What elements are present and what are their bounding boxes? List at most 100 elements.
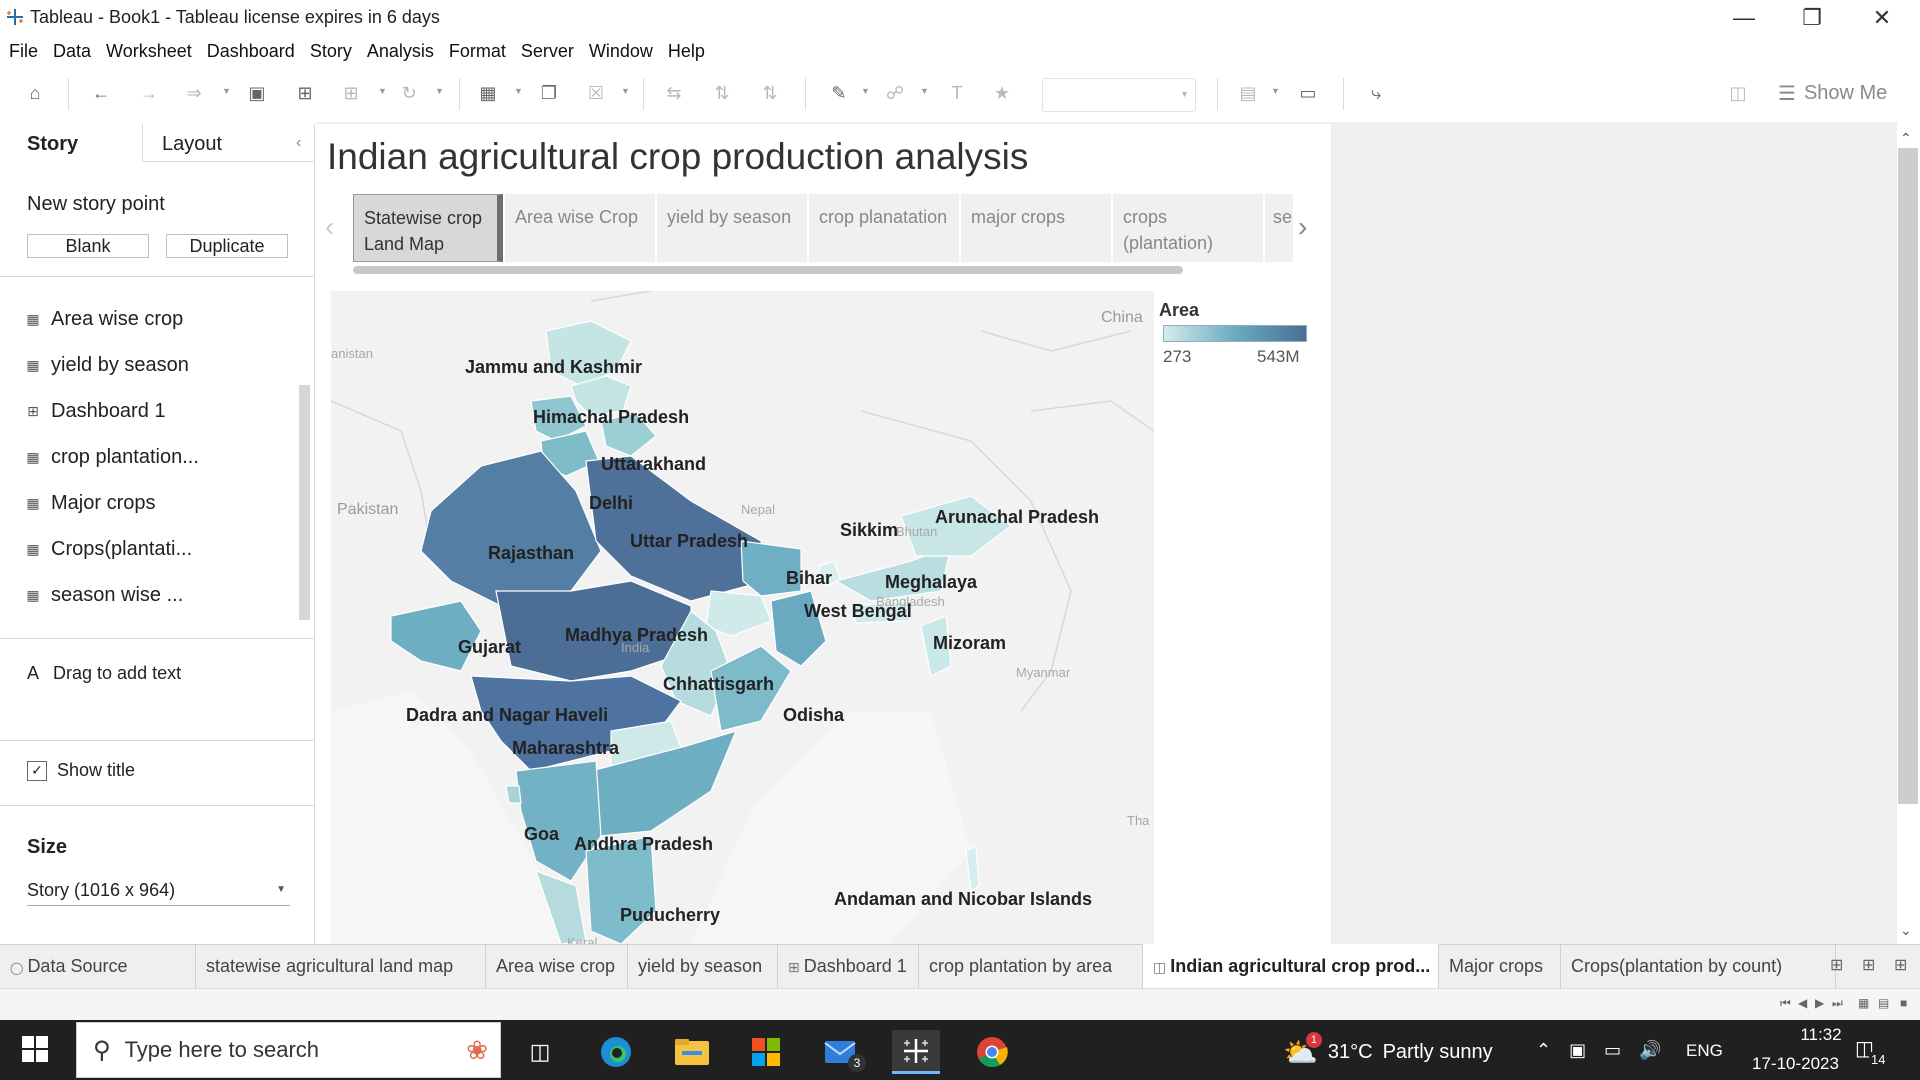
- india-choropleth-map[interactable]: China anistan Pakistan Nepal Bhutan Bang…: [331, 291, 1154, 944]
- story-size-select[interactable]: Story (1016 x 964) ▼: [27, 880, 290, 906]
- show-sheet-sorter-icon[interactable]: ▤: [1878, 996, 1890, 1010]
- drag-to-add-text[interactable]: A Drag to add text: [27, 663, 181, 684]
- refresh-icon[interactable]: ↻: [401, 82, 417, 103]
- format-painter-icon[interactable]: ◫: [1729, 82, 1747, 103]
- last-sheet-icon[interactable]: ⏭: [1832, 996, 1843, 1010]
- show-cards-caret-icon[interactable]: ▼: [1271, 86, 1280, 96]
- tab-indian-agricultural-story[interactable]: ◫ Indian agricultural crop prod...: [1143, 944, 1439, 988]
- sheet-item-major-crops[interactable]: ▦ Major crops: [25, 492, 155, 515]
- battery-icon[interactable]: ▭: [1604, 1040, 1622, 1060]
- sheet-item-yield-by-season[interactable]: ▦ yield by season: [25, 354, 189, 377]
- scroll-down-icon[interactable]: ⌄: [1900, 922, 1912, 938]
- mail-icon[interactable]: 3: [818, 1030, 866, 1074]
- tab-crops-plantation-by-count[interactable]: Crops(plantation by count): [1561, 944, 1836, 988]
- undo-icon[interactable]: ←: [92, 82, 110, 103]
- menu-worksheet[interactable]: Worksheet: [106, 40, 192, 61]
- chrome-browser-icon[interactable]: [968, 1030, 1016, 1074]
- tableau-taskbar-icon[interactable]: [892, 1030, 940, 1074]
- presentation-mode-icon[interactable]: ▭: [1299, 82, 1317, 103]
- story-point-crops-plantation[interactable]: crops (plantation): [1113, 194, 1263, 262]
- duplicate-button[interactable]: Duplicate: [166, 234, 288, 258]
- microsoft-store-icon[interactable]: [742, 1030, 790, 1074]
- menu-window[interactable]: Window: [588, 40, 653, 61]
- story-points-scrollbar[interactable]: [353, 266, 1183, 274]
- input-language[interactable]: ENG: [1686, 1041, 1723, 1060]
- tab-major-crops[interactable]: Major crops: [1439, 944, 1561, 988]
- menu-file[interactable]: File: [9, 40, 39, 61]
- replace-data-icon[interactable]: ⇒: [186, 82, 202, 103]
- clock-date[interactable]: 17-10-2023: [1752, 1054, 1839, 1073]
- show-title-checkbox[interactable]: ✓: [27, 760, 47, 781]
- show-title-checkbox-row[interactable]: ✓ Show title: [27, 760, 135, 781]
- menu-dashboard[interactable]: Dashboard: [206, 40, 295, 61]
- menu-data[interactable]: Data: [53, 40, 92, 61]
- new-worksheet-tab-icon[interactable]: ⊞: [1830, 957, 1844, 974]
- pause-updates-icon[interactable]: ⊞: [343, 82, 359, 103]
- redo-icon[interactable]: →: [140, 82, 158, 103]
- sheet-item-season-wise[interactable]: ▦ season wise ...: [25, 584, 183, 607]
- group-members-icon[interactable]: ☍: [885, 82, 905, 103]
- meet-now-icon[interactable]: ▣: [1569, 1040, 1587, 1060]
- fit-dropdown[interactable]: ▼: [1042, 78, 1196, 112]
- story-point-crop-planatation[interactable]: crop planatation: [809, 194, 959, 262]
- taskbar-search-box[interactable]: ⚲ Type here to search ❀: [76, 1022, 501, 1078]
- replace-data-caret-icon[interactable]: ▼: [222, 86, 231, 96]
- tab-area-wise-crop[interactable]: Area wise crop: [486, 944, 628, 988]
- tab-story[interactable]: Story: [27, 133, 79, 155]
- edge-browser-icon[interactable]: [592, 1030, 640, 1074]
- show-filmstrip-icon[interactable]: ▦: [1858, 996, 1870, 1010]
- clear-caret-icon[interactable]: ▼: [621, 86, 630, 96]
- tab-crop-plantation-by-area[interactable]: crop plantation by area: [919, 944, 1143, 988]
- volume-icon[interactable]: 🔊: [1639, 1040, 1662, 1060]
- pause-caret-icon[interactable]: ▼: [378, 86, 387, 96]
- scroll-up-icon[interactable]: ⌃: [1900, 130, 1912, 146]
- sheet-list-scrollbar[interactable]: [299, 385, 310, 620]
- home-icon[interactable]: ⌂: [29, 82, 41, 103]
- previous-story-point-icon[interactable]: ‹: [325, 211, 335, 242]
- duplicate-sheet-icon[interactable]: ❐: [540, 82, 558, 103]
- tab-yield-by-season[interactable]: yield by season: [628, 944, 778, 988]
- menu-server[interactable]: Server: [520, 40, 574, 61]
- next-story-point-icon[interactable]: ›: [1298, 211, 1308, 242]
- sort-ascending-icon[interactable]: ⇅: [714, 82, 730, 103]
- save-icon[interactable]: ▣: [248, 82, 266, 103]
- story-point-major-crops[interactable]: major crops: [961, 194, 1111, 262]
- story-point-season[interactable]: se: [1265, 194, 1293, 262]
- show-tabs-icon[interactable]: ■: [1900, 996, 1908, 1010]
- minimize-button[interactable]: —: [1712, 0, 1776, 36]
- close-window-button[interactable]: ✕: [1850, 0, 1914, 36]
- notification-center[interactable]: ◫ 14: [1855, 1036, 1888, 1067]
- vertical-scrollbar-thumb[interactable]: [1898, 148, 1918, 804]
- highlight-caret-icon[interactable]: ▼: [861, 86, 870, 96]
- task-view-icon[interactable]: ◫: [529, 1039, 551, 1064]
- first-sheet-icon[interactable]: ⏮: [1780, 996, 1791, 1010]
- show-mark-labels-icon[interactable]: T: [951, 82, 963, 103]
- sheet-item-crop-plantation[interactable]: ▦ crop plantation...: [25, 446, 199, 469]
- clear-sheet-icon[interactable]: ☒: [587, 82, 605, 103]
- tab-layout[interactable]: Layout: [142, 124, 315, 162]
- restore-button[interactable]: ❐: [1780, 0, 1844, 36]
- collapse-pane-icon[interactable]: ‹: [296, 134, 302, 151]
- new-dashboard-tab-icon[interactable]: ⊞: [1862, 957, 1876, 974]
- clock-time[interactable]: 11:32: [1800, 1025, 1842, 1044]
- menu-help[interactable]: Help: [667, 40, 705, 61]
- show-cards-icon[interactable]: ▤: [1239, 82, 1257, 103]
- previous-sheet-icon[interactable]: ◀: [1798, 996, 1808, 1010]
- story-point-area-wise[interactable]: Area wise Crop: [505, 194, 655, 262]
- sheet-item-crops-plantation[interactable]: ▦ Crops(plantati...: [25, 538, 192, 561]
- story-point-yield[interactable]: yield by season: [657, 194, 807, 262]
- new-worksheet-icon[interactable]: ▦: [479, 82, 497, 103]
- tab-data-source[interactable]: ◯ Data Source: [0, 944, 196, 988]
- sheet-item-area-wise-crop[interactable]: ▦ Area wise crop: [25, 308, 183, 331]
- windows-start-icon[interactable]: [22, 1036, 48, 1062]
- story-point-statewise[interactable]: Statewise crop Land Map: [353, 194, 503, 262]
- refresh-caret-icon[interactable]: ▼: [435, 86, 444, 96]
- new-datasource-icon[interactable]: ⊞: [297, 82, 313, 103]
- tab-dashboard-1[interactable]: ⊞ Dashboard 1: [778, 944, 919, 988]
- menu-format[interactable]: Format: [448, 40, 506, 61]
- weather-widget[interactable]: ⛅ 1 31°C Partly sunny: [1283, 1032, 1493, 1069]
- group-caret-icon[interactable]: ▼: [920, 86, 929, 96]
- show-me-button[interactable]: ☰ Show Me: [1778, 81, 1887, 106]
- file-explorer-icon[interactable]: [668, 1030, 716, 1074]
- share-icon[interactable]: ⤷: [1370, 82, 1382, 103]
